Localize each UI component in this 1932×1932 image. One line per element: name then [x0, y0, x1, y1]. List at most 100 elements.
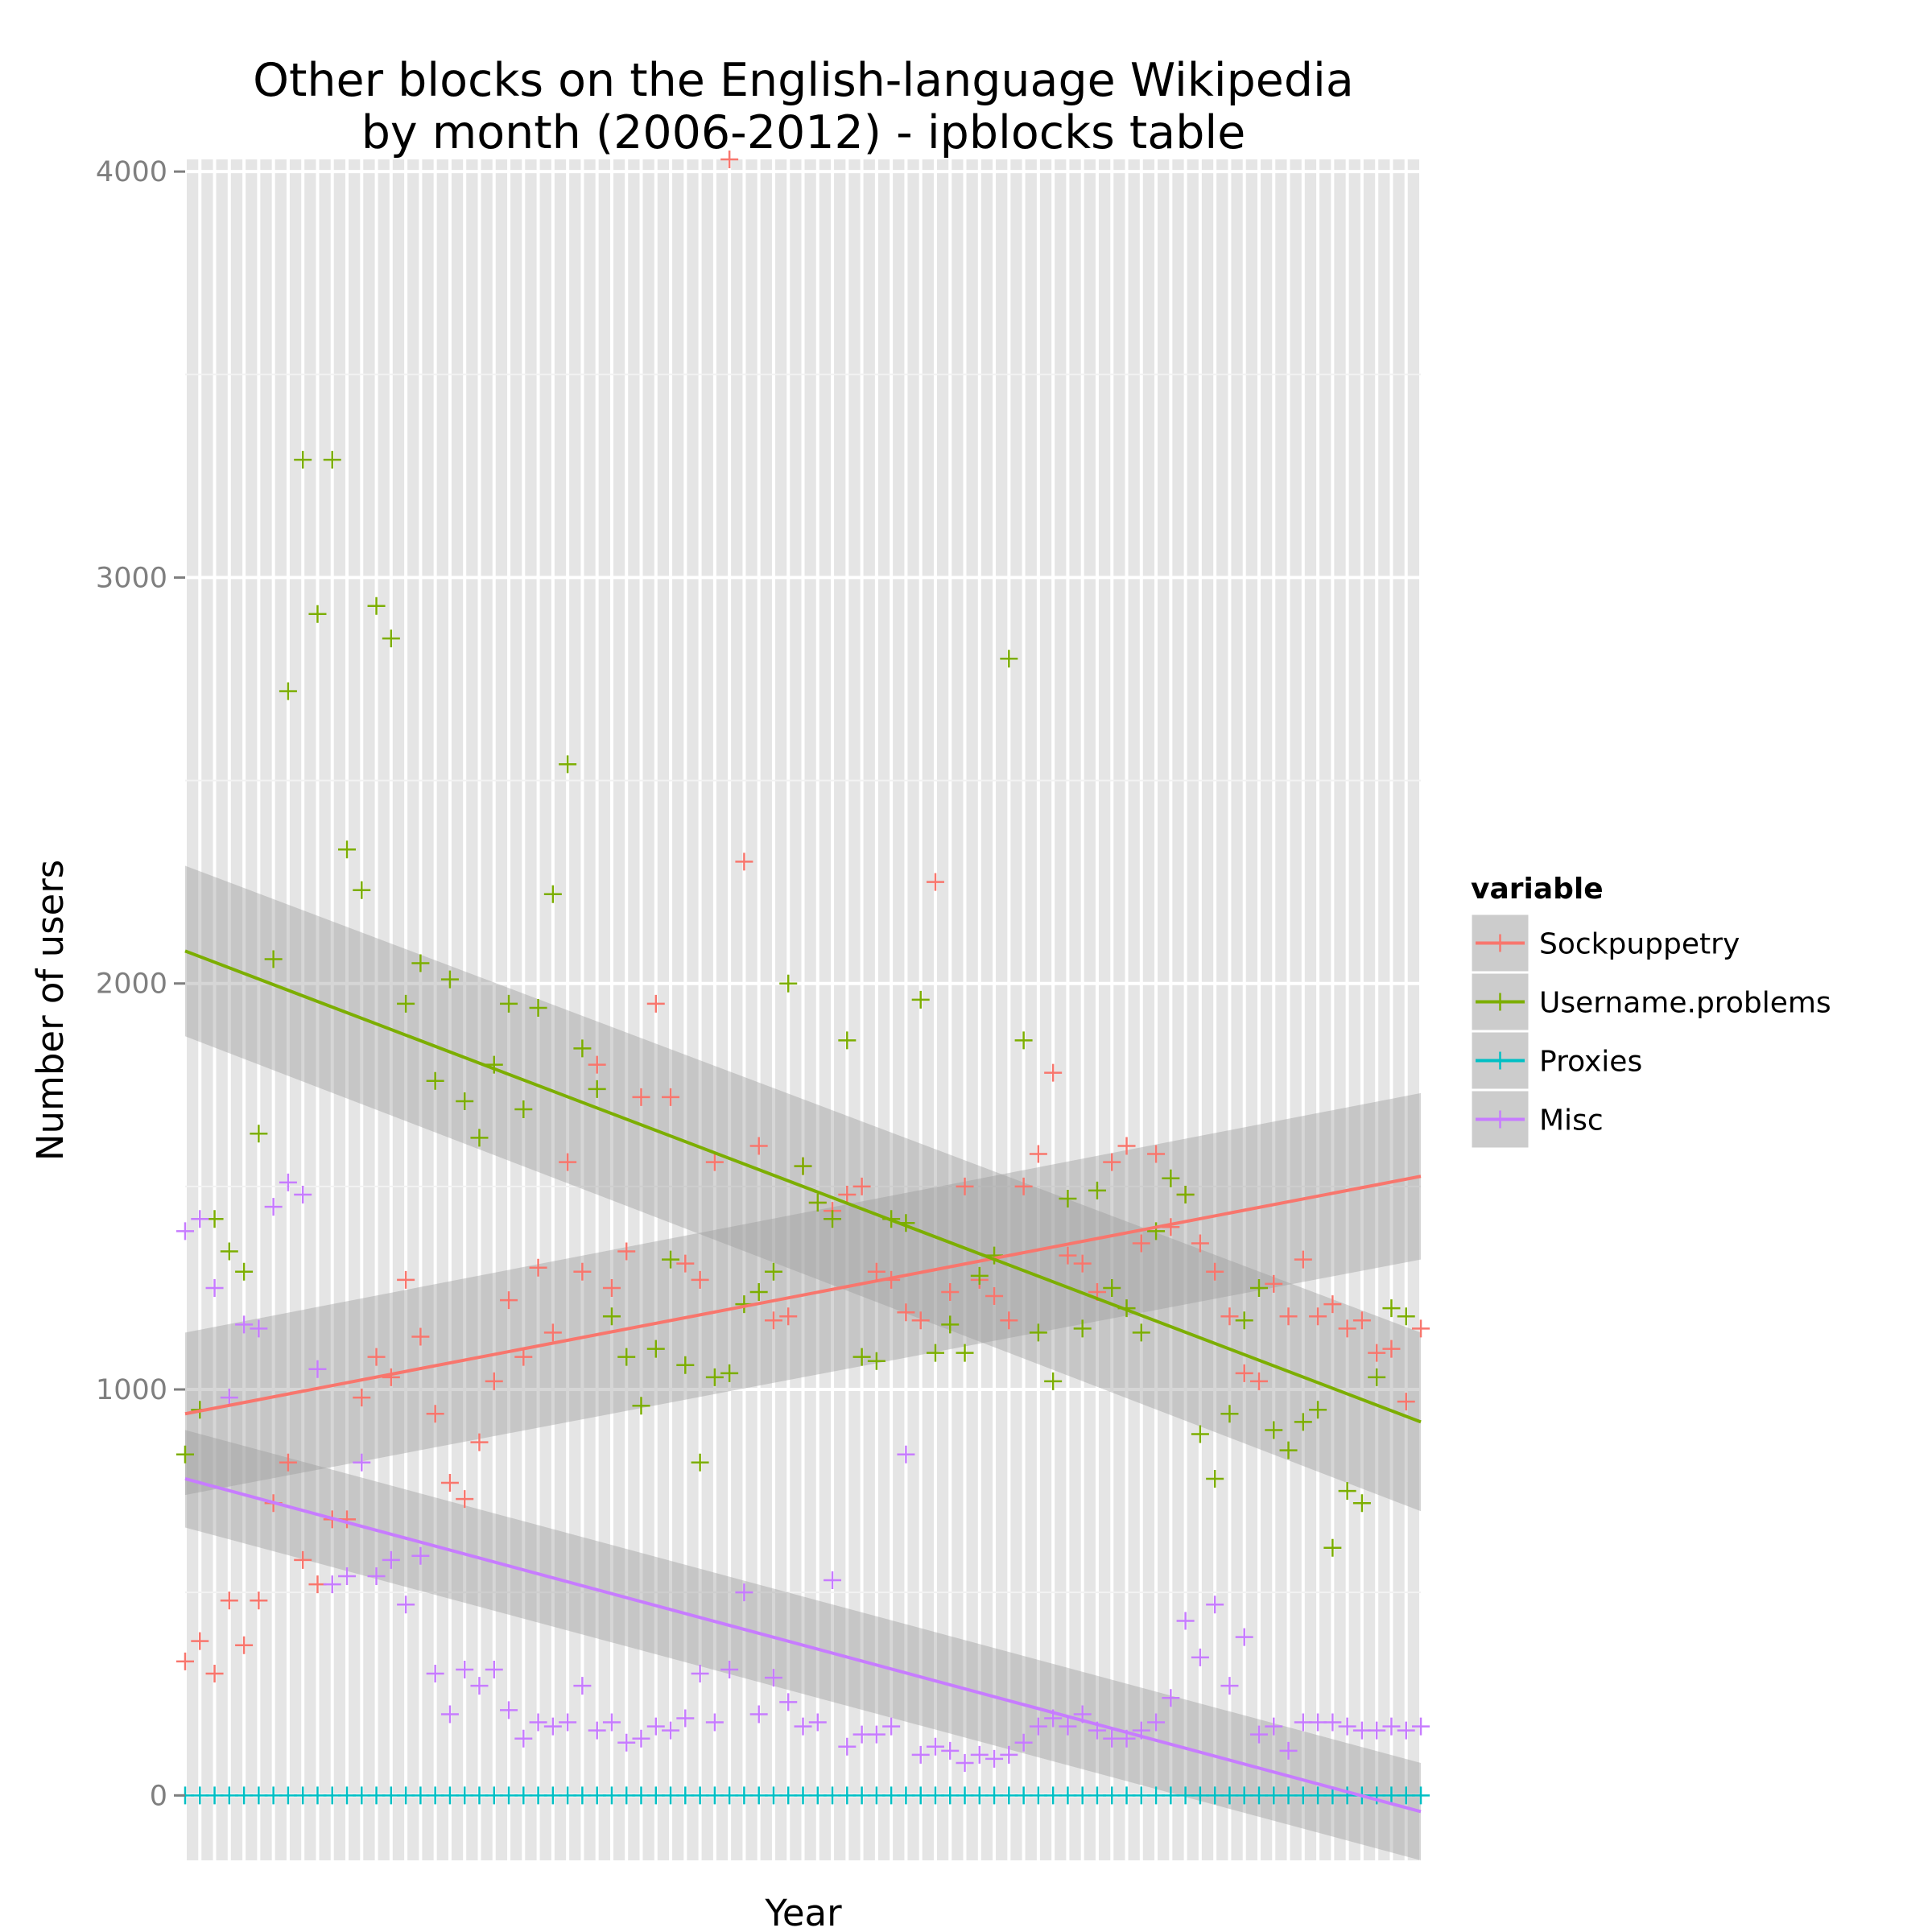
point-sockpuppetry [1117, 1137, 1136, 1155]
point-username-problems [543, 885, 562, 903]
point-username-problems [911, 990, 930, 1009]
point-misc [588, 1721, 606, 1740]
point-misc [1412, 1717, 1430, 1736]
point-username-problems [749, 1282, 768, 1301]
point-username-problems [1073, 1319, 1092, 1338]
legend: variable Sockpuppetry Username.problems Pr… [1469, 873, 1831, 1150]
point-sockpuppetry [1147, 1145, 1166, 1163]
point-misc [602, 1713, 621, 1732]
trend-line-username-problems [184, 949, 1422, 1424]
point-username-problems [662, 1250, 680, 1269]
point-misc [956, 1753, 974, 1772]
point-misc [573, 1677, 592, 1695]
point-sockpuppetry [1029, 1145, 1047, 1163]
point-username-problems [308, 605, 327, 623]
point-misc [559, 1713, 577, 1732]
point-sockpuppetry [1014, 1177, 1033, 1195]
point-username-problems [779, 974, 798, 993]
point-sockpuppetry [543, 1323, 562, 1342]
point-username-problems [338, 840, 357, 859]
point-username-problems [1103, 1278, 1121, 1297]
point-misc [749, 1705, 768, 1724]
point-username-problems [838, 1031, 857, 1050]
point-misc [456, 1660, 474, 1678]
legend-label-proxies: Proxies [1539, 1046, 1642, 1079]
chart-title-line-2: by month (2006-2012) - ipblocks table [361, 106, 1246, 159]
point-sockpuppetry [1249, 1372, 1268, 1390]
data-points [176, 151, 1430, 1805]
point-username-problems [1000, 650, 1018, 668]
point-sockpuppetry [1279, 1307, 1298, 1326]
point-sockpuppetry [500, 1291, 518, 1310]
point-username-problems [764, 1262, 782, 1281]
point-username-problems [1397, 1307, 1415, 1326]
point-misc [1323, 1713, 1342, 1732]
point-username-problems [1059, 1190, 1077, 1208]
point-misc [514, 1729, 533, 1748]
point-misc [529, 1713, 547, 1732]
point-sockpuppetry [279, 1453, 297, 1472]
point-misc [779, 1693, 798, 1711]
point-misc [191, 1210, 209, 1228]
point-username-problems [632, 1397, 650, 1415]
point-username-problems [1029, 1323, 1047, 1342]
point-sockpuppetry [720, 151, 739, 168]
point-misc [691, 1665, 709, 1683]
point-username-problems [1323, 1538, 1342, 1557]
point-sockpuppetry [749, 1137, 768, 1155]
point-sockpuppetry [294, 1550, 312, 1569]
point-misc [367, 1567, 386, 1585]
point-username-problems [1044, 1372, 1063, 1390]
point-sockpuppetry [764, 1311, 782, 1330]
point-username-problems [1176, 1185, 1195, 1203]
point-sockpuppetry [440, 1474, 459, 1492]
point-misc [1235, 1628, 1253, 1646]
point-misc [308, 1360, 327, 1378]
point-misc [500, 1701, 518, 1719]
y-tick-label: 3000 [96, 562, 167, 594]
point-sockpuppetry [1309, 1307, 1327, 1326]
legend-label-misc: Misc [1539, 1104, 1604, 1137]
point-misc [1014, 1733, 1033, 1752]
point-username-problems [676, 1356, 695, 1374]
point-sockpuppetry [985, 1287, 1004, 1306]
point-username-problems [1162, 1169, 1180, 1187]
point-username-problems [956, 1344, 974, 1362]
point-misc [397, 1596, 415, 1614]
point-username-problems [852, 1348, 871, 1366]
point-username-problems [573, 1039, 592, 1058]
point-username-problems [529, 998, 547, 1017]
point-sockpuppetry [632, 1088, 650, 1106]
point-misc [1206, 1596, 1224, 1614]
point-username-problems [941, 1315, 960, 1334]
point-sockpuppetry [941, 1282, 960, 1301]
y-tick-label: 4000 [96, 156, 167, 188]
point-sockpuppetry [779, 1307, 798, 1326]
point-misc [1162, 1689, 1180, 1707]
point-username-problems [867, 1352, 886, 1370]
point-sockpuppetry [176, 1652, 194, 1670]
trend-line-sockpuppetry [184, 1174, 1422, 1416]
point-misc [220, 1389, 238, 1407]
point-username-problems [456, 1092, 474, 1110]
point-sockpuppetry [411, 1327, 430, 1346]
point-misc [970, 1745, 989, 1764]
point-username-problems [485, 1055, 503, 1074]
point-misc [1265, 1717, 1283, 1736]
trend-line-misc [184, 1477, 1422, 1814]
point-misc [1279, 1741, 1298, 1760]
point-username-problems [1014, 1031, 1033, 1050]
point-misc [1176, 1612, 1195, 1630]
point-sockpuppetry [676, 1254, 695, 1273]
point-proxies [1412, 1786, 1430, 1805]
point-sockpuppetry [1323, 1295, 1342, 1314]
point-username-problems [426, 1071, 444, 1090]
point-username-problems [588, 1080, 606, 1098]
point-sockpuppetry [1368, 1344, 1386, 1362]
point-misc [279, 1173, 297, 1191]
point-username-problems [367, 597, 386, 615]
point-sockpuppetry [852, 1177, 871, 1195]
point-username-problems [235, 1262, 254, 1281]
point-sockpuppetry [705, 1153, 724, 1171]
